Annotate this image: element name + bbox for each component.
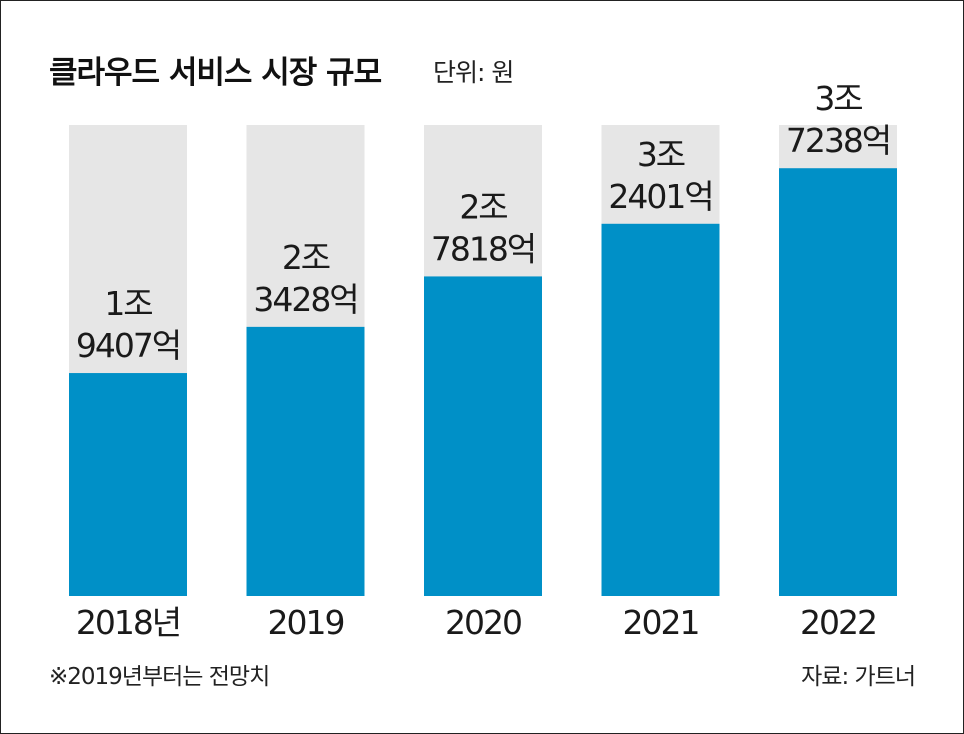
bar	[69, 373, 187, 596]
data-label: 7238억	[786, 121, 890, 160]
data-label: 2조	[282, 238, 330, 277]
chart-title: 클라우드 서비스 시장 규모	[49, 55, 382, 91]
data-label: 2조	[459, 187, 507, 226]
unit-label: 단위: 원	[433, 58, 514, 87]
bar	[246, 326, 365, 596]
data-label: 3조	[814, 79, 862, 118]
data-label: 7818억	[431, 229, 535, 268]
data-label: 2401억	[608, 177, 712, 216]
category-label: 2022	[800, 603, 876, 642]
forecast-note: ※2019년부터는 전망치	[49, 664, 270, 690]
category-label: 2021	[623, 603, 699, 642]
data-label: 3428억	[253, 280, 357, 319]
source-label: 자료: 가트너	[801, 664, 916, 690]
bar	[424, 276, 542, 596]
data-label: 1조	[104, 284, 152, 323]
bar	[779, 168, 897, 597]
data-label: 9407억	[76, 326, 180, 365]
category-label: 2018년	[76, 603, 180, 642]
category-label: 2020	[445, 603, 521, 642]
category-label: 2019	[268, 603, 344, 642]
data-label: 3조	[637, 135, 685, 174]
bar	[601, 223, 720, 596]
